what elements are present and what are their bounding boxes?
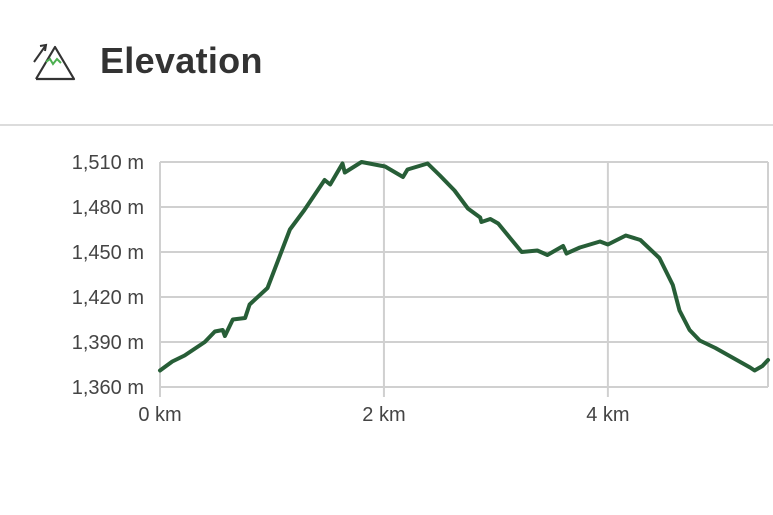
y-tick-label: 1,420 m (72, 287, 144, 309)
y-tick-label: 1,450 m (72, 242, 144, 264)
y-axis: 1,360 m 1,390 m 1,420 m 1,450 m 1,480 m 1,510… (72, 152, 144, 399)
y-tick-label: 1,480 m (72, 197, 144, 219)
x-tick-label: 4 km (586, 404, 629, 426)
x-tick-label: 0 km (138, 404, 181, 426)
card-header: Elevation (0, 0, 773, 126)
elevation-line (158, 160, 770, 373)
grid (159, 161, 769, 397)
y-tick-label: 1,360 m (72, 377, 144, 399)
x-axis: 0 km 2 km 4 km (138, 404, 629, 426)
card-title: Elevation (100, 40, 263, 81)
y-tick-label: 1,510 m (72, 152, 144, 174)
mountain-elevation-icon (33, 43, 76, 81)
x-tick-label: 2 km (362, 404, 405, 426)
elevation-chart: 1,360 m 1,390 m 1,420 m 1,450 m 1,480 m 1,510… (72, 152, 770, 426)
y-tick-label: 1,390 m (72, 332, 144, 354)
